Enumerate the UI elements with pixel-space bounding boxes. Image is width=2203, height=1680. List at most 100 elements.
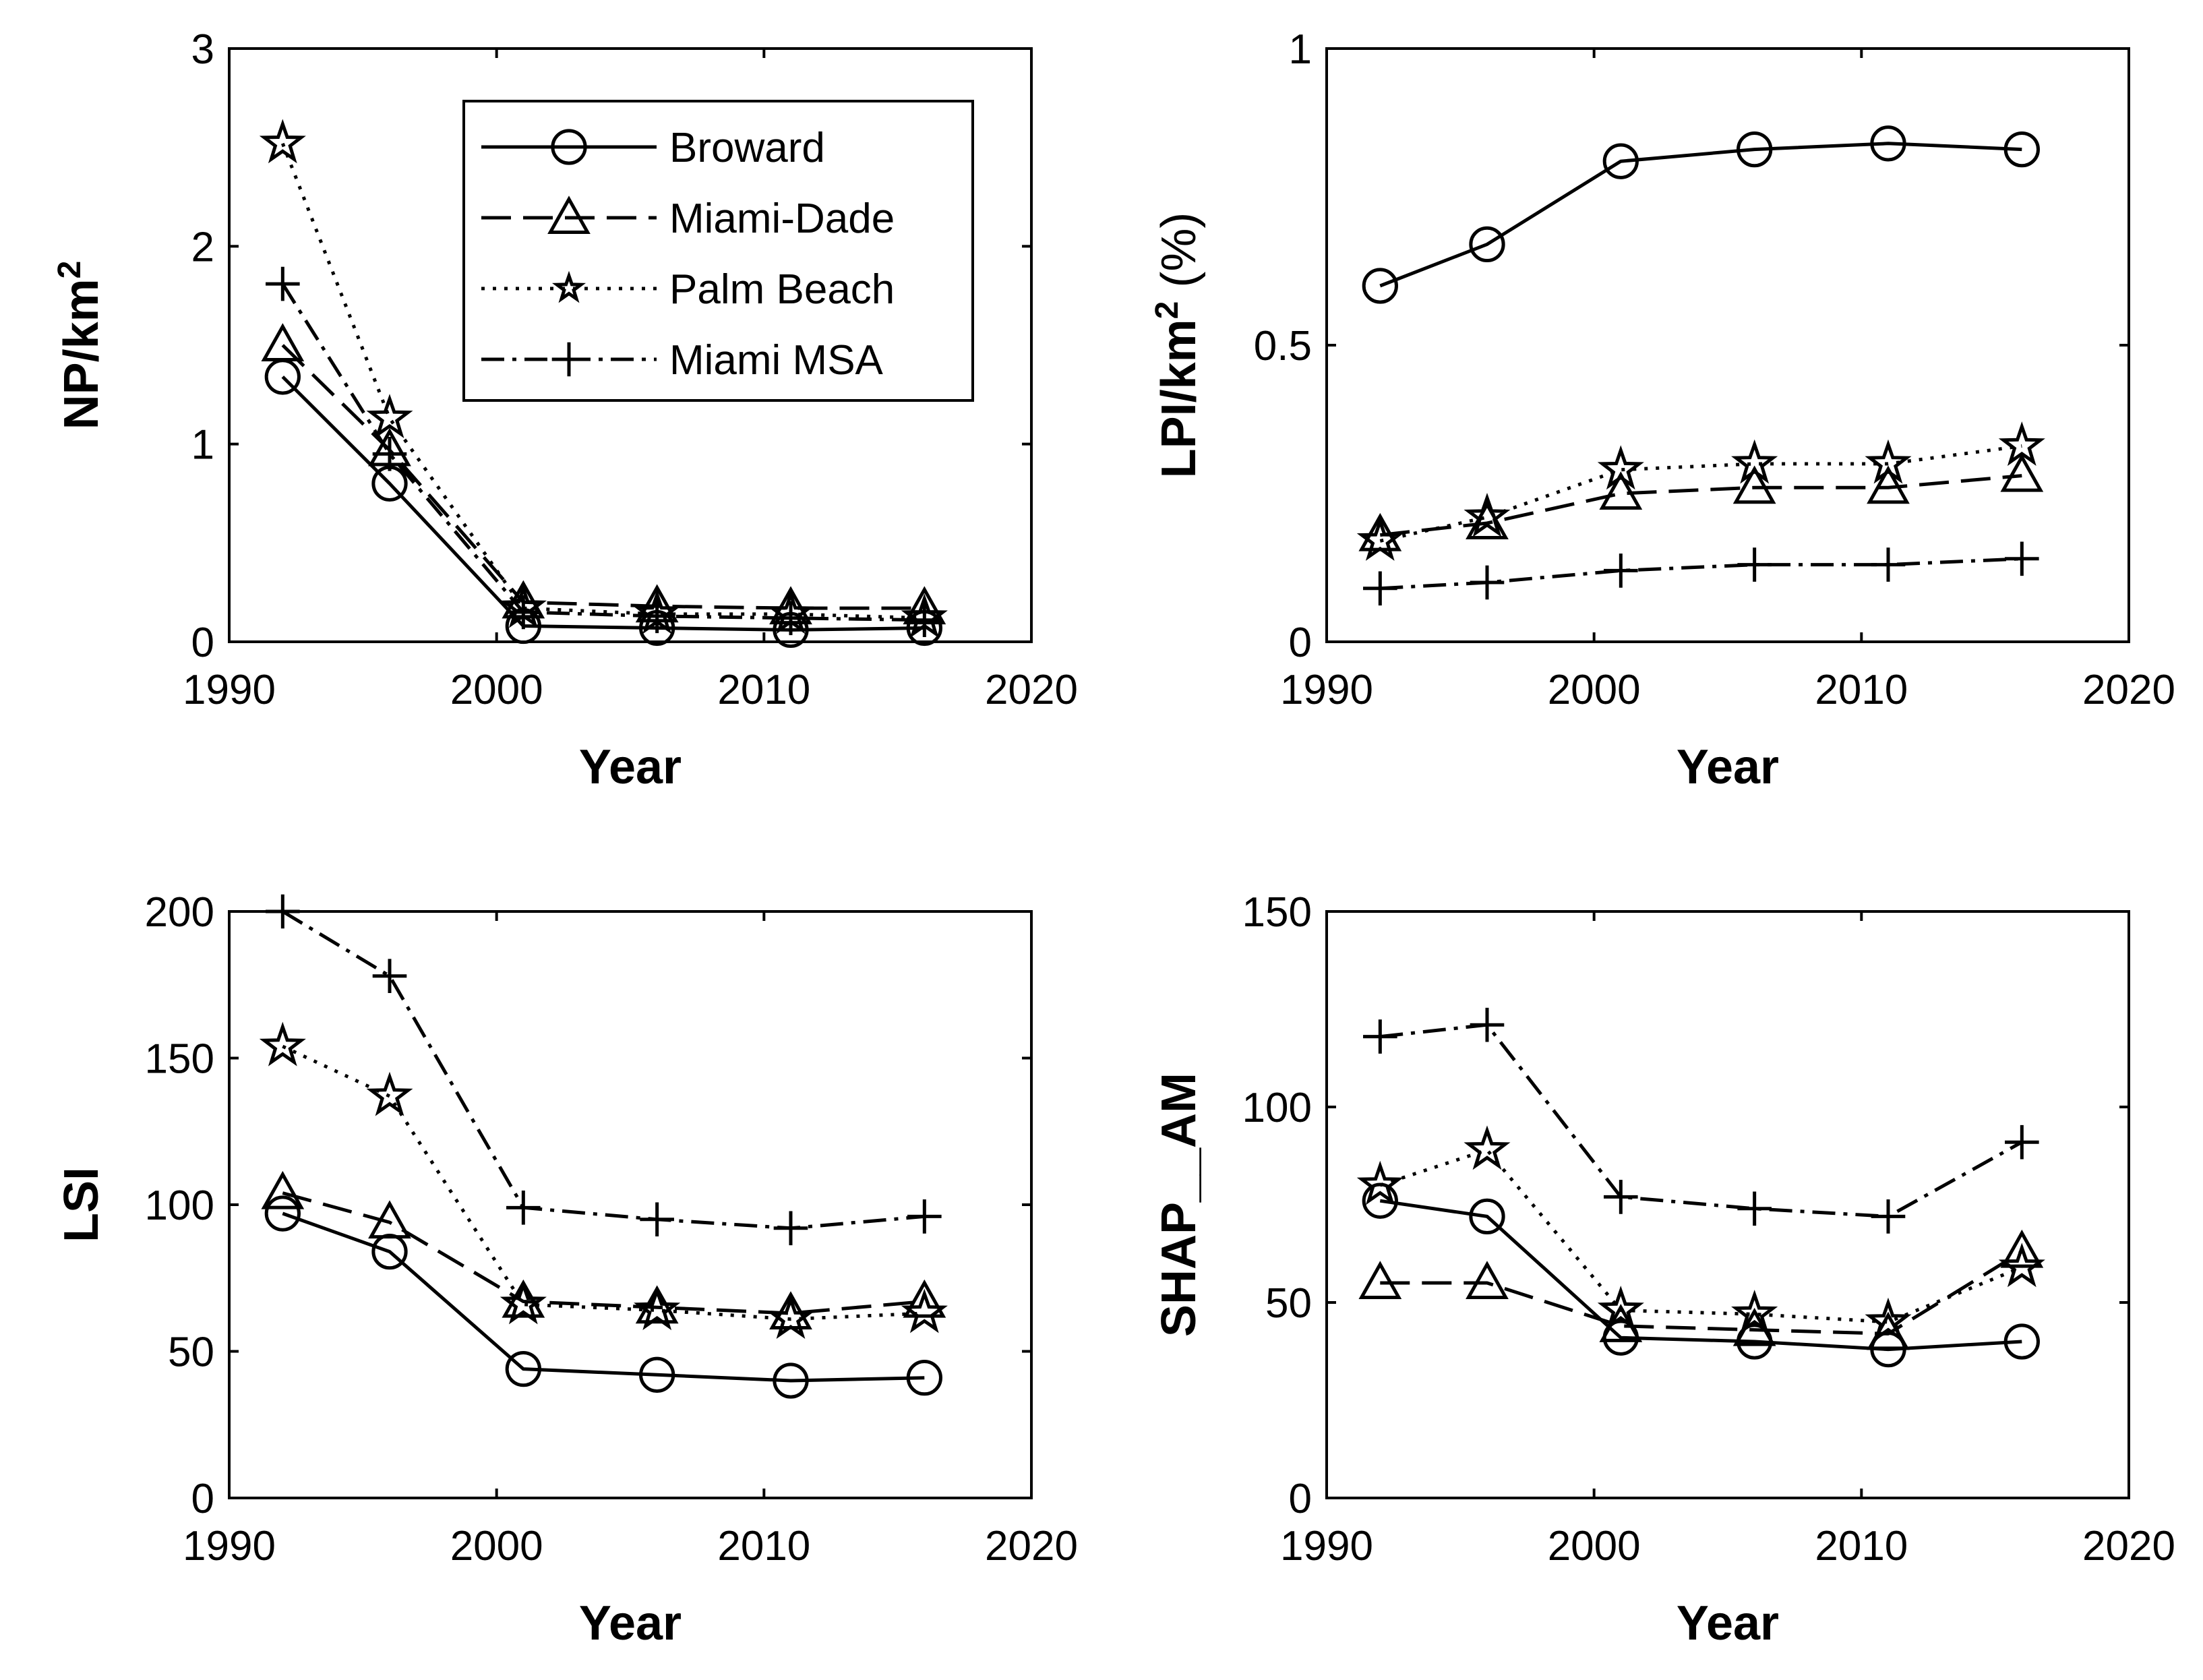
y-axis-label-superscript: 2 xyxy=(1149,301,1185,320)
y-tick-label: 100 xyxy=(1242,1085,1312,1131)
data-point xyxy=(903,1279,946,1318)
x-tick-label: 2010 xyxy=(1815,667,1908,713)
series-broward xyxy=(1362,1182,2040,1368)
series-line xyxy=(282,1044,925,1321)
data-point xyxy=(773,1362,809,1399)
series-miami-msa xyxy=(266,266,942,638)
y-tick-label: 100 xyxy=(145,1182,214,1229)
x-tick-label: 2000 xyxy=(450,1523,543,1569)
data-point xyxy=(1466,1261,1509,1300)
series-line xyxy=(281,376,925,632)
data-point xyxy=(1597,445,1644,490)
y-axis-label: NP/km2 xyxy=(52,261,109,430)
data-point xyxy=(266,266,300,301)
data-point xyxy=(2003,131,2040,168)
series-broward xyxy=(264,1195,942,1399)
y-tick-label: 50 xyxy=(168,1329,214,1376)
data-point xyxy=(1599,471,1643,510)
data-point xyxy=(2000,453,2044,492)
y-axis-label-superscript: 2 xyxy=(52,261,88,279)
chart-panel-bottom-right: 1990 2000 2010 2020 0 50 100 150 Year SHAP__AM xyxy=(1152,889,2175,1650)
data-point xyxy=(264,1195,301,1232)
x-tick-label: 2010 xyxy=(1815,1523,1908,1569)
y-tick-label: 200 xyxy=(145,889,214,936)
data-point xyxy=(1469,1198,1505,1235)
series-miami-msa xyxy=(1363,541,2039,606)
data-point xyxy=(1604,1180,1638,1214)
data-point xyxy=(1358,1261,1402,1300)
data-point xyxy=(1732,1307,1776,1346)
x-axis-label: Year xyxy=(1677,740,1779,794)
data-point xyxy=(1356,516,1404,561)
legend: Broward Miami-Dade Palm Beach Miami MSA xyxy=(462,100,974,402)
data-point xyxy=(259,119,306,164)
data-point xyxy=(1865,1297,1912,1342)
y-axis-label-main: LSI xyxy=(55,1167,109,1242)
data-point xyxy=(1463,492,1511,537)
series-line xyxy=(280,142,925,620)
y-axis-label-main: NP/km xyxy=(55,278,109,429)
y-tick-label: 150 xyxy=(145,1036,214,1083)
y-tick-label: 0 xyxy=(1289,620,1312,666)
data-point xyxy=(907,1199,942,1234)
y-axis-label-main: SHAP__AM xyxy=(1152,1073,1206,1337)
y-axis-label: LPI/km2 (%) xyxy=(1149,212,1207,479)
data-point xyxy=(1363,571,1397,606)
data-point xyxy=(1871,1199,1906,1234)
series-palm-beach xyxy=(1356,1125,2045,1342)
data-point xyxy=(1362,268,1398,304)
data-point xyxy=(639,1356,675,1393)
data-point xyxy=(366,394,413,438)
x-tick-label: 2000 xyxy=(450,667,543,713)
data-point xyxy=(1604,553,1638,588)
data-point xyxy=(1469,226,1505,263)
legend-label: Broward xyxy=(669,125,825,171)
data-point xyxy=(1356,1160,1404,1205)
data-point xyxy=(773,601,808,636)
series-broward xyxy=(1362,125,2040,304)
data-point xyxy=(640,599,674,634)
x-axis-label: Year xyxy=(579,1596,682,1650)
x-tick-label: 2010 xyxy=(717,667,810,713)
data-point xyxy=(901,1288,948,1333)
series-line xyxy=(1379,1148,2023,1324)
y-axis-label-main: LPI/km xyxy=(1152,319,1206,478)
x-tick-label: 2020 xyxy=(2082,1523,2175,1569)
data-point xyxy=(1867,465,1910,504)
data-point xyxy=(906,1360,942,1396)
x-tick-label: 2020 xyxy=(985,667,1078,713)
x-axis-label: Year xyxy=(1677,1596,1779,1650)
x-tick-label: 1990 xyxy=(1280,1523,1373,1569)
chart-panel-top-left: 1990 2000 2010 20200123YearNP/km2BrowardMia… xyxy=(52,26,1078,794)
x-tick-label: 2000 xyxy=(1548,667,1641,713)
data-point xyxy=(2005,541,2039,576)
y-tick-label: 2 xyxy=(191,224,214,270)
data-point xyxy=(1602,143,1639,179)
data-point xyxy=(1871,547,1906,582)
data-point xyxy=(1737,1191,1772,1226)
data-point xyxy=(767,1294,814,1340)
x-tick-label: 2000 xyxy=(1548,1523,1641,1569)
x-axis-label: Year xyxy=(579,740,682,794)
series-line xyxy=(282,1191,925,1315)
series-miami-msa xyxy=(266,894,942,1246)
y-tick-label: 0.5 xyxy=(1254,323,1312,369)
series-palm-beach xyxy=(1356,421,2045,561)
data-point xyxy=(907,603,942,638)
y-tick-label: 3 xyxy=(191,26,214,73)
legend-marker xyxy=(551,129,587,165)
plot-frame xyxy=(1325,910,2130,1499)
data-point xyxy=(2003,1323,2040,1360)
series-line xyxy=(281,344,925,610)
data-point xyxy=(1731,1290,1778,1334)
data-point xyxy=(506,595,541,630)
data-point xyxy=(1737,547,1772,582)
data-point xyxy=(372,959,407,993)
x-tick-label: 2020 xyxy=(985,1523,1078,1569)
series-line xyxy=(1379,1199,2022,1352)
plot-frame xyxy=(228,910,1033,1499)
y-axis-label-suffix: (%) xyxy=(1152,212,1206,301)
data-point xyxy=(261,1170,305,1209)
data-point xyxy=(1470,1007,1505,1042)
